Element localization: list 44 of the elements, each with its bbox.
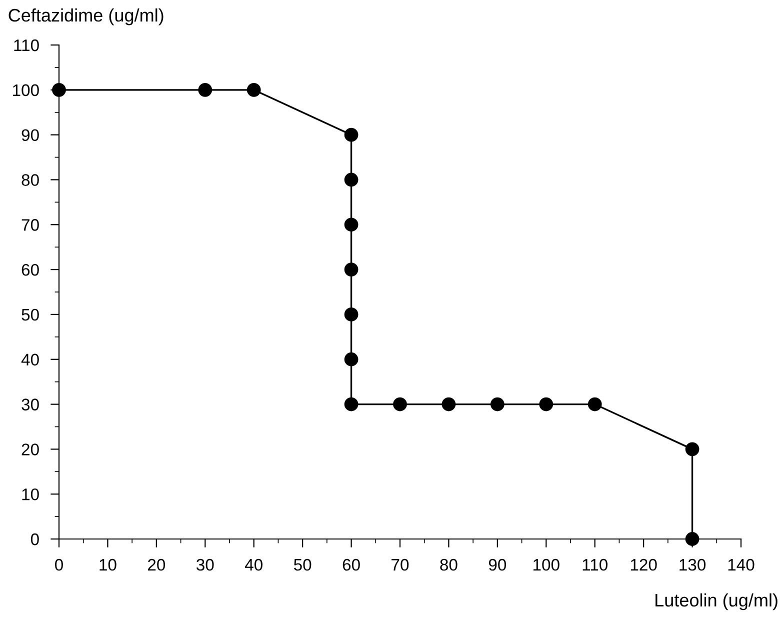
point [490,397,504,412]
y-tick-label: 20 [22,444,39,456]
y-tick-label: 50 [22,308,39,321]
point [246,82,261,97]
point [344,352,358,366]
x-tick-label: 120 [630,558,657,571]
point [442,397,456,412]
point [588,397,602,412]
y-tick-label: 30 [22,398,39,410]
y-tick-label: 0 [30,533,39,546]
x-tick-label: 20 [148,558,166,571]
x-tick-label: 80 [440,558,458,571]
x-tick-label: 60 [342,558,360,571]
x-tick-label: 50 [294,558,312,571]
x-tick-label: 10 [100,558,116,571]
y-tick-label: 70 [22,219,39,231]
x-tick-label: 130 [680,558,706,571]
y-tick-label: 10 [22,488,39,500]
y-tick-label: 60 [22,264,39,276]
x-tick-label: 100 [534,558,560,571]
point [344,128,358,142]
x-tick-label: 90 [488,558,506,571]
x-tick-label: 110 [582,558,608,571]
point [198,82,212,97]
x-tick-label: 0 [55,558,63,571]
x-tick-label: 70 [392,558,409,571]
x-tick-label: 30 [196,558,214,571]
y-tick-label: 40 [21,354,39,366]
point [539,397,554,412]
point [344,308,358,322]
y-tick-label: 100 [13,84,39,96]
x-tick-label: 140 [728,558,754,571]
x-axis-title: Luteolin (ug/ml) [656,593,778,610]
y-tick-label: 80 [22,174,39,186]
x-tick-label: 40 [244,558,262,571]
point [344,397,358,412]
point [344,262,358,276]
y-tick-label: 110 [14,39,39,52]
point [685,442,700,456]
y-axis-title: Ceftazidime (ug/ml) [8,8,164,26]
y-tick-label: 90 [22,129,39,142]
point [393,397,407,412]
point [344,218,358,232]
point [344,172,358,187]
